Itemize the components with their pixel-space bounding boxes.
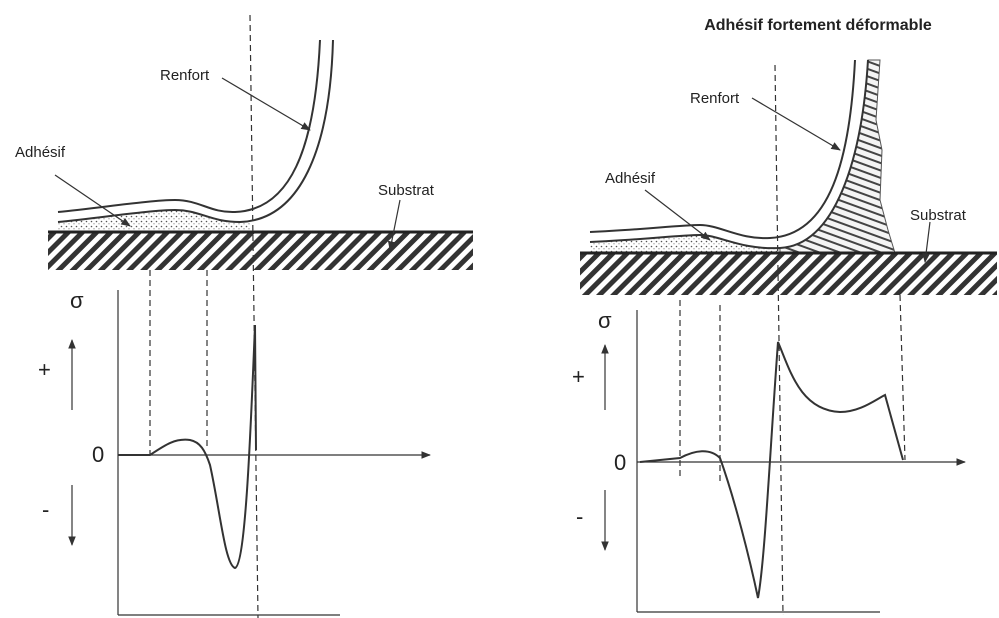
label: +: [38, 357, 51, 382]
label: Renfort: [160, 67, 210, 84]
label: 0: [92, 442, 104, 467]
label: 0: [614, 450, 626, 475]
title: Adhésif fortement déformable: [704, 17, 932, 34]
left-panel: Renfort Adhésif Substrat σ + 0 -: [15, 14, 473, 618]
guide-line: [774, 64, 784, 616]
callout: [922, 221, 931, 263]
substrate: [48, 232, 473, 270]
label: Renfort: [690, 90, 740, 107]
stress-curve: [118, 324, 257, 570]
callout: [644, 189, 711, 241]
substrate: [580, 253, 997, 295]
label: Adhésif: [15, 144, 66, 161]
callout: [221, 77, 311, 131]
callout: [387, 199, 401, 251]
callout: [54, 174, 131, 227]
callout: [751, 97, 841, 151]
right-panel: Adhésif fortement déformable Renfort Adh…: [572, 17, 997, 616]
reinforcement-outer: [57, 39, 321, 214]
label: -: [42, 497, 49, 522]
reinforcement-inner: [589, 59, 869, 250]
label: Substrat: [910, 207, 967, 224]
deformed-adhesive: [779, 59, 896, 254]
guide-line: [899, 294, 906, 461]
label: +: [572, 364, 585, 389]
label: Substrat: [378, 182, 435, 199]
guide-line: [249, 14, 259, 618]
label: Adhésif: [605, 170, 656, 187]
reinforcement-inner: [57, 39, 334, 224]
reinforcement-outer: [589, 59, 856, 240]
stress-curve: [639, 341, 904, 599]
label: -: [576, 504, 583, 529]
label: σ: [70, 288, 84, 313]
label: σ: [598, 308, 612, 333]
